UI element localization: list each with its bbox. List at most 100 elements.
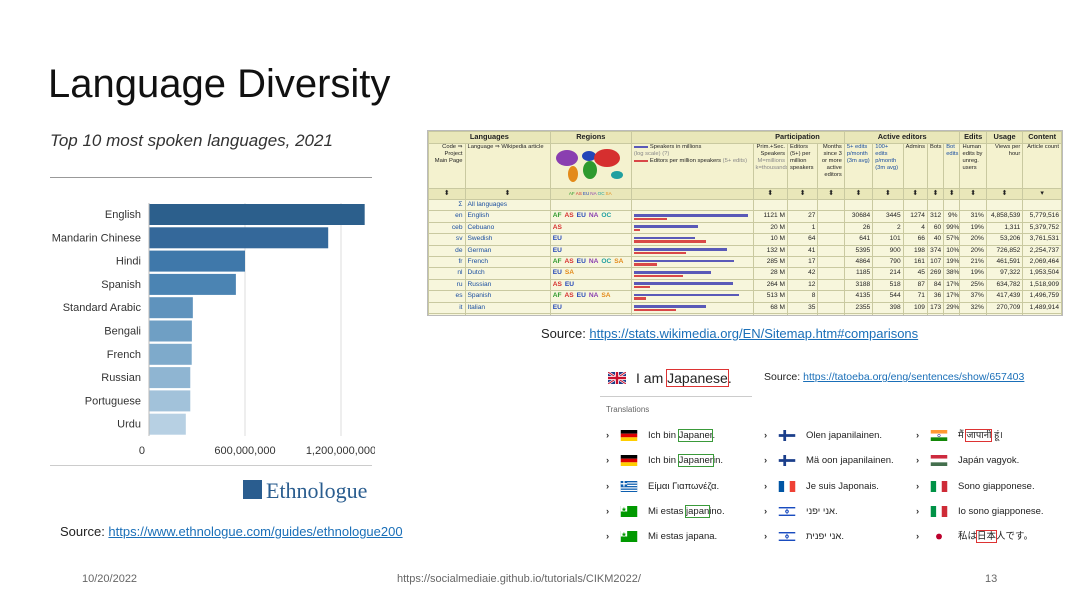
bar-portuguese: [149, 390, 191, 412]
ethnologue-source-link[interactable]: https://www.ethnologue.com/guides/ethnol…: [108, 524, 403, 539]
sort-icon[interactable]: ⬍: [943, 188, 961, 200]
cell-articles: 2,254,737: [1022, 244, 1062, 257]
lang-code[interactable]: ceb: [428, 221, 466, 235]
cell-bot_edits: 9%: [943, 210, 961, 223]
lang-name[interactable]: Polish: [464, 312, 551, 315]
speakers-bar: [633, 214, 749, 217]
translation-item[interactable]: › Ich bin Japanerin.: [606, 454, 723, 468]
translation-item[interactable]: › Sono giapponese.: [916, 480, 1035, 494]
lang-code[interactable]: pl: [428, 312, 466, 315]
editors-bar: [633, 274, 683, 278]
sort-icon[interactable]: ▾: [1022, 188, 1062, 200]
lang-code[interactable]: fr: [428, 255, 466, 269]
chevron-right-icon[interactable]: ›: [606, 506, 610, 517]
tatoeba-source-link[interactable]: https://tatoeba.org/eng/sentences/show/6…: [803, 371, 1025, 383]
chevron-right-icon[interactable]: ›: [916, 531, 920, 542]
chevron-right-icon[interactable]: ›: [916, 481, 920, 492]
lang-name[interactable]: Cebuano: [464, 221, 551, 235]
chevron-right-icon[interactable]: ›: [764, 506, 768, 517]
chevron-right-icon[interactable]: ›: [764, 430, 768, 441]
sort-icon[interactable]: ⬍: [428, 188, 466, 200]
bar-cell: [630, 290, 754, 303]
sort-icon[interactable]: ⬍: [787, 188, 819, 200]
chevron-right-icon[interactable]: ›: [606, 455, 610, 466]
translation-item[interactable]: › Je suis Japonais.: [764, 480, 879, 494]
translation-item[interactable]: › 私は日本人です。: [916, 530, 1033, 544]
translation-item[interactable]: › मैं जापानी हूं।: [916, 429, 1003, 443]
region-legend-code: AS: [575, 190, 582, 196]
cell-bot_edits: 38%: [943, 267, 961, 280]
translation-item[interactable]: › אני יפנית.: [764, 530, 844, 544]
cell-human: 37%: [959, 290, 987, 303]
wikimedia-source-link[interactable]: https://stats.wikimedia.org/EN/Sitemap.h…: [589, 326, 919, 341]
sort-icon[interactable]: ⬍: [985, 188, 1024, 200]
sort-icon[interactable]: ⬍: [926, 188, 945, 200]
lang-name[interactable]: Italian: [464, 301, 551, 314]
cell-admins: 1274: [902, 210, 928, 223]
lang-code[interactable]: it: [428, 301, 466, 314]
lang-name[interactable]: German: [464, 244, 551, 257]
bar-cell: [630, 278, 754, 292]
lang-name[interactable]: Dutch: [464, 267, 551, 280]
translation-item[interactable]: › Mä oon japanilainen.: [764, 454, 894, 468]
chevron-right-icon[interactable]: ›: [606, 481, 610, 492]
cell-e100: 398: [872, 301, 904, 314]
lang-name[interactable]: Spanish: [464, 290, 551, 303]
lang-name[interactable]: Swedish: [464, 233, 551, 246]
category-label: Bengali: [104, 326, 141, 338]
translation-item[interactable]: › Mi estas japanino.: [606, 505, 725, 519]
region-code: OC: [601, 257, 612, 265]
sort-icon[interactable]: ⬍: [464, 188, 551, 200]
lang-code[interactable]: sv: [428, 233, 466, 246]
cell-admins: 109: [902, 301, 928, 314]
regions-cell: AF AS EU NA SA: [549, 290, 632, 303]
translation-item[interactable]: › Mi estas japana.: [606, 530, 717, 544]
speakers-bar: [633, 259, 735, 263]
translation-item[interactable]: › Io sono giapponese.: [916, 505, 1044, 519]
sort-icon[interactable]: ⬍: [817, 188, 845, 200]
cell-speakers: 1121 M: [752, 210, 789, 223]
sort-icon[interactable]: ⬍: [752, 188, 789, 200]
translation-item[interactable]: › Ich bin Japaner.: [606, 429, 715, 443]
cell-e5: 2355: [843, 301, 874, 314]
lang-code[interactable]: nl: [428, 267, 466, 280]
lang-code[interactable]: en: [428, 210, 466, 223]
hungary-flag-icon: [930, 454, 948, 466]
cell-bot_edits: 57%: [943, 233, 961, 246]
cell-bot_edits: 17%: [943, 278, 961, 292]
lang-code[interactable]: de: [428, 244, 466, 257]
lang-code[interactable]: ru: [428, 278, 466, 292]
chevron-right-icon[interactable]: ›: [916, 430, 920, 441]
chevron-right-icon[interactable]: ›: [764, 531, 768, 542]
cell-e100: 544: [872, 290, 904, 303]
chevron-right-icon[interactable]: ›: [606, 531, 610, 542]
chevron-right-icon[interactable]: ›: [916, 506, 920, 517]
sort-icon[interactable]: ⬍: [902, 188, 928, 200]
translation-highlight: 日本: [976, 530, 998, 543]
lang-name[interactable]: French: [464, 255, 551, 269]
speakers-bar: [633, 293, 739, 297]
translation-item[interactable]: › Olen japanilainen.: [764, 429, 882, 443]
chevron-right-icon[interactable]: ›: [764, 455, 768, 466]
sort-icon[interactable]: ⬍: [959, 188, 987, 200]
main-sentence: I am Japanese.: [607, 369, 732, 387]
table-row: sv Swedish EU 10 M 64 641 101 66 40 57% 20% 53,206 3…: [428, 233, 1062, 246]
translation-item[interactable]: › Japán vagyok.: [916, 454, 1019, 468]
cell-views: 270,709: [985, 301, 1024, 314]
all-languages-link[interactable]: All languages: [464, 198, 551, 212]
cell-admins: 87: [902, 278, 928, 292]
sort-icon[interactable]: ⬍: [843, 188, 874, 200]
chevron-right-icon[interactable]: ›: [764, 481, 768, 492]
translation-item[interactable]: › Είμαι Γιαπωνέζα.: [606, 480, 719, 494]
lang-code[interactable]: es: [428, 290, 466, 303]
cell-e5: 30684: [843, 210, 874, 223]
translation-item[interactable]: › אני יפני.: [764, 505, 838, 519]
lang-name[interactable]: Russian: [464, 278, 551, 292]
chevron-right-icon[interactable]: ›: [606, 430, 610, 441]
chevron-right-icon[interactable]: ›: [916, 455, 920, 466]
table-row: ceb Cebuano AS 20 M 1 26 2 4 60 99% 19% 1,311 5,379,…: [428, 221, 1062, 235]
sort-icon[interactable]: ⬍: [872, 188, 904, 200]
legend-log: (log scale) (?): [633, 151, 670, 157]
cell-months: [817, 267, 845, 280]
lang-name[interactable]: English: [464, 210, 551, 223]
